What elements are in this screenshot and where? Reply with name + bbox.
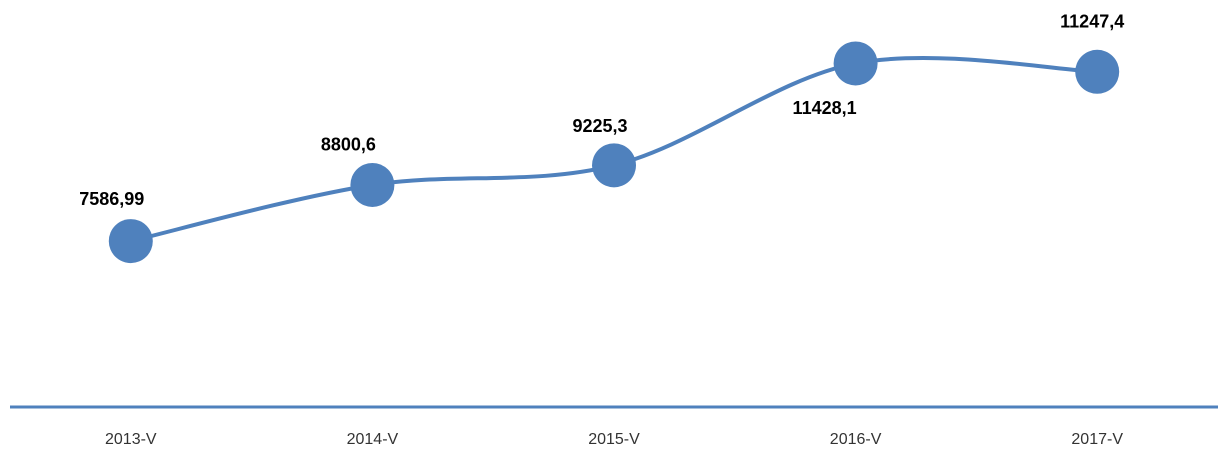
data-label: 7586,99 — [79, 189, 144, 209]
data-label: 11428,1 — [793, 98, 857, 118]
x-tick-label: 2017-V — [1071, 431, 1123, 448]
marker — [108, 219, 153, 264]
data-label: 9225,3 — [572, 116, 627, 136]
x-tick-label: 2014-V — [347, 431, 399, 448]
data-label: 8800,6 — [321, 135, 376, 155]
data-label: 11247,4 — [1060, 12, 1124, 32]
x-tick-label: 2015-V — [588, 431, 640, 448]
x-tick-label: 2016-V — [830, 431, 882, 448]
marker — [592, 143, 636, 188]
marker — [350, 162, 395, 207]
marker — [1075, 49, 1120, 94]
x-tick-label: 2013-V — [105, 431, 157, 448]
marker — [833, 41, 878, 86]
